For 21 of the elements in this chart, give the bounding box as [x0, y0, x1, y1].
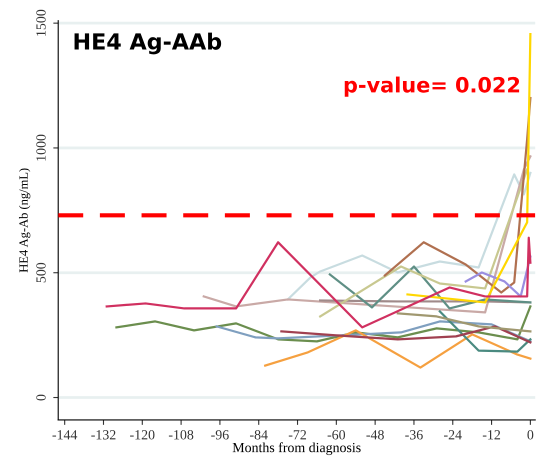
y-tick-label: 1500	[36, 10, 46, 36]
x-tick-label: -48	[366, 430, 384, 440]
x-tick-label: -84	[250, 430, 268, 440]
x-tick-label: -144	[52, 430, 78, 440]
x-tick-label: -24	[444, 430, 462, 440]
x-tick-label: -108	[168, 430, 194, 440]
text: HE4 Ag-AAb	[74, 32, 222, 54]
y-tick-label: 0	[36, 394, 46, 400]
annotation: p-value= 0.022	[344, 76, 520, 97]
x-tick-label: -132	[91, 430, 116, 440]
x-tick-label: -96	[211, 430, 229, 440]
x-axis-title: Months from diagnosis	[232, 442, 361, 456]
x-tick-label: -60	[328, 430, 346, 440]
x-tick-label: -36	[405, 430, 423, 440]
x-tick-label: -120	[130, 430, 154, 440]
x-tick-label: -72	[288, 430, 306, 440]
y-tick-label: 1000	[36, 134, 46, 161]
y-axis-title: HE4 Ag-Ab (ng/mL)	[18, 168, 30, 272]
y-tick-label: 500	[36, 262, 46, 282]
x-tick-label: -12	[482, 430, 500, 440]
x-tick-label: 0	[527, 430, 534, 440]
